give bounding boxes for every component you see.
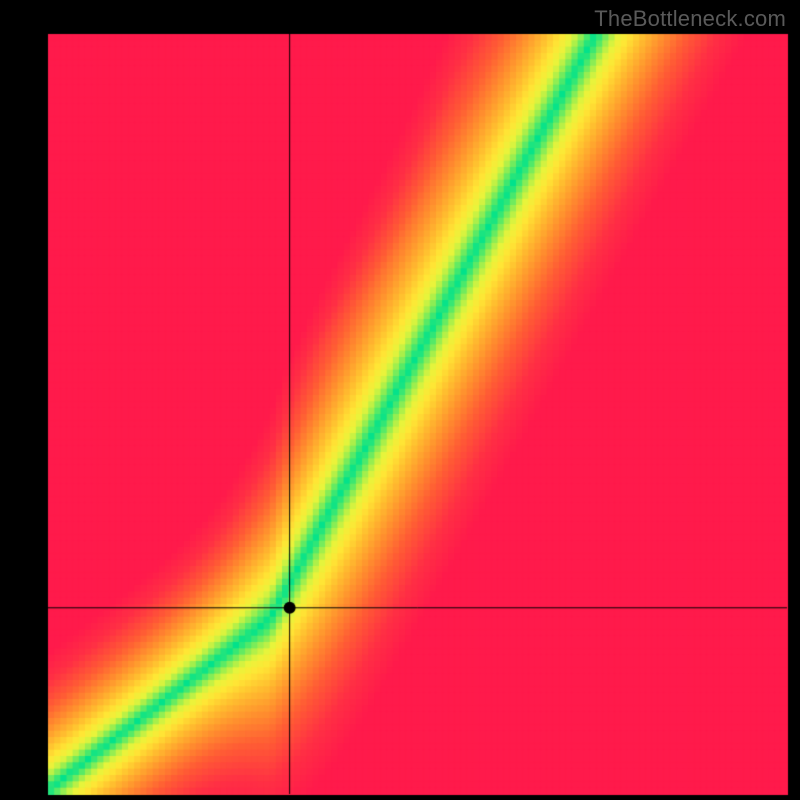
chart-container: TheBottleneck.com [0,0,800,800]
heatmap-canvas [0,0,800,800]
watermark-text: TheBottleneck.com [594,6,786,32]
